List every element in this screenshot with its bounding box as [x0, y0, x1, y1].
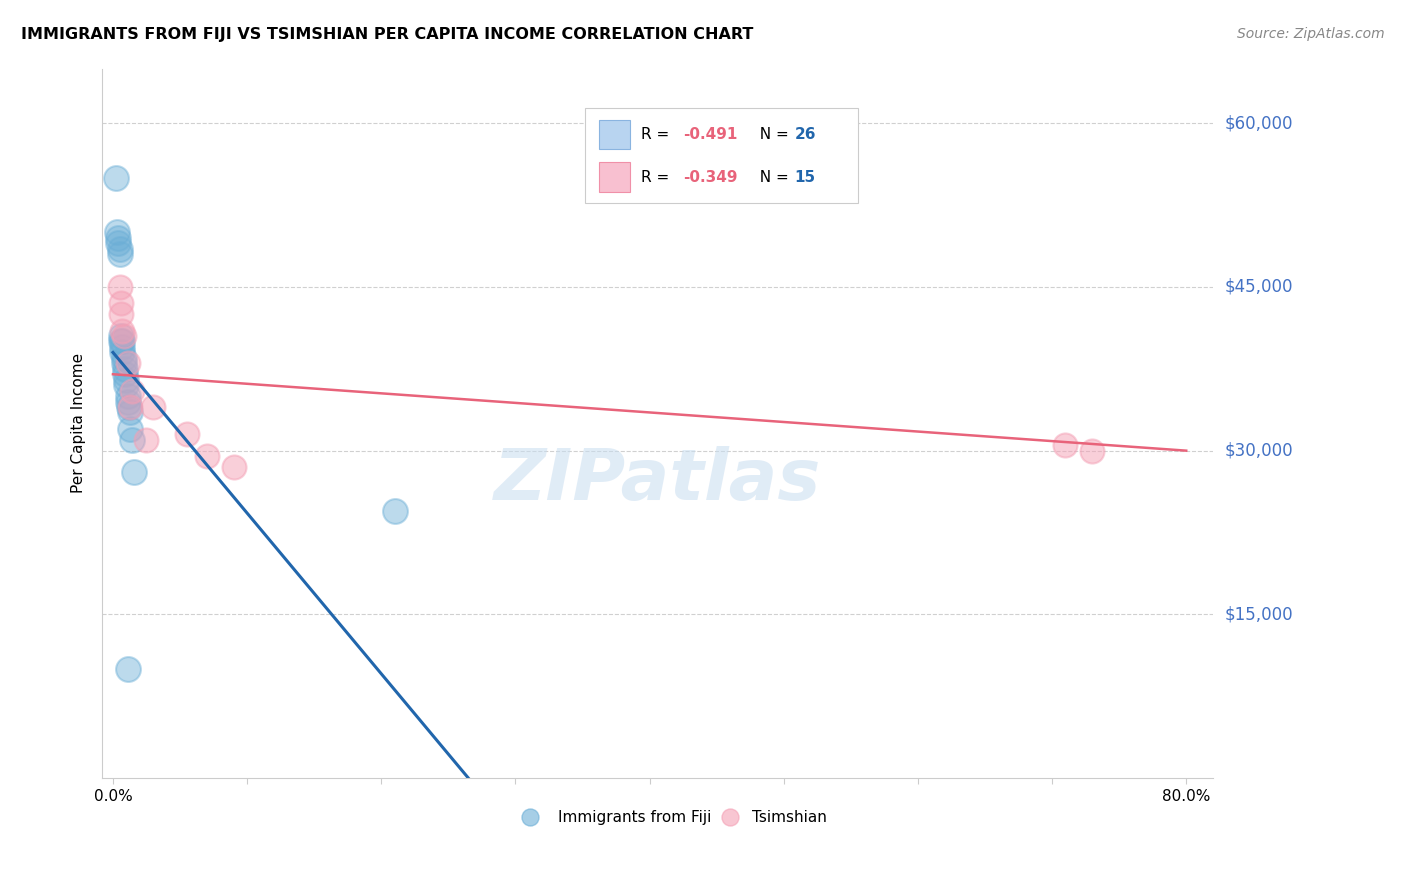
Point [117, 662, 139, 676]
Point [121, 384, 143, 398]
Point [121, 433, 143, 447]
FancyBboxPatch shape [585, 108, 858, 203]
Point [124, 466, 146, 480]
Point [120, 400, 142, 414]
Point [135, 433, 157, 447]
Point [112, 356, 135, 370]
Text: Tsimshian: Tsimshian [752, 810, 827, 825]
Text: $45,000: $45,000 [1225, 278, 1292, 296]
Point [110, 296, 132, 310]
Point [111, 345, 134, 359]
Text: -0.349: -0.349 [683, 169, 738, 185]
Point [859, 771, 882, 785]
Text: $30,000: $30,000 [1225, 442, 1292, 459]
Point [108, 280, 131, 294]
Point [108, 247, 131, 261]
Point [107, 231, 129, 245]
Point [107, 236, 129, 251]
Text: ZIPatlas: ZIPatlas [494, 446, 821, 515]
Point [619, 771, 641, 785]
Point [111, 324, 134, 338]
Text: R =: R = [641, 127, 673, 142]
Point [142, 400, 165, 414]
Point [117, 389, 139, 403]
Point [115, 378, 138, 392]
Point [120, 422, 142, 436]
Point [108, 242, 131, 256]
Point [1054, 438, 1077, 452]
FancyBboxPatch shape [599, 120, 630, 150]
Point [1081, 443, 1104, 458]
Text: N =: N = [749, 169, 793, 185]
Text: $60,000: $60,000 [1225, 114, 1292, 132]
Point [222, 460, 245, 475]
Point [176, 427, 198, 442]
Text: 15: 15 [794, 169, 815, 185]
Point [110, 334, 132, 349]
Point [112, 351, 135, 365]
Point [118, 400, 141, 414]
Text: $15,000: $15,000 [1225, 606, 1292, 624]
Point [104, 170, 127, 185]
Point [110, 329, 132, 343]
Point [114, 361, 136, 376]
Point [111, 334, 134, 349]
Text: N =: N = [749, 127, 793, 142]
Text: R =: R = [641, 169, 673, 185]
Point [105, 225, 128, 239]
Point [117, 356, 139, 370]
Text: 26: 26 [794, 127, 815, 142]
Point [120, 405, 142, 419]
Point [110, 307, 132, 321]
Point [111, 340, 134, 354]
Point [114, 368, 136, 382]
Point [117, 394, 139, 409]
Y-axis label: Per Capita Income: Per Capita Income [72, 353, 86, 493]
Point [195, 449, 218, 463]
Text: -0.491: -0.491 [683, 127, 738, 142]
Point [112, 329, 135, 343]
Text: Source: ZipAtlas.com: Source: ZipAtlas.com [1237, 27, 1385, 41]
FancyBboxPatch shape [599, 162, 630, 192]
Text: Immigrants from Fiji: Immigrants from Fiji [558, 810, 711, 825]
Point [115, 373, 138, 387]
Point [384, 504, 406, 518]
Text: IMMIGRANTS FROM FIJI VS TSIMSHIAN PER CAPITA INCOME CORRELATION CHART: IMMIGRANTS FROM FIJI VS TSIMSHIAN PER CA… [21, 27, 754, 42]
